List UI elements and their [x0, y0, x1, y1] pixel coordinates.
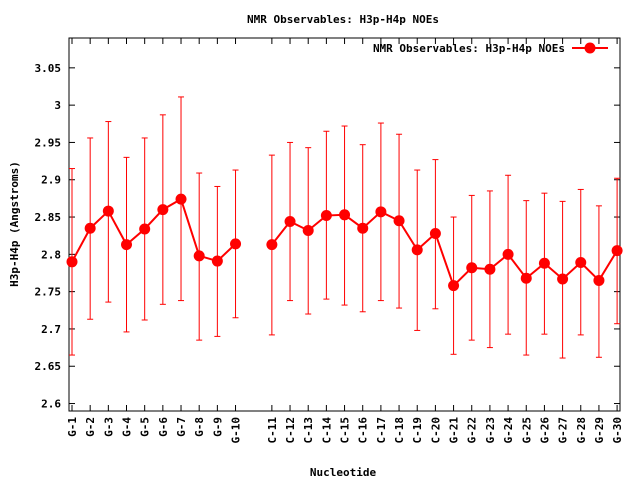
y-tick-label: 3.05 — [35, 62, 62, 75]
data-point — [466, 262, 478, 274]
data-point — [302, 224, 314, 236]
x-tick-label: G-23 — [484, 417, 497, 444]
y-tick-label: 2.85 — [35, 211, 62, 224]
x-tick-label: G-26 — [538, 417, 551, 444]
data-point — [484, 263, 496, 275]
legend-label: NMR Observables: H3p-H4p NOEs — [373, 42, 565, 55]
legend: NMR Observables: H3p-H4p NOEs — [373, 42, 608, 55]
legend-marker — [584, 42, 596, 54]
data-point — [538, 257, 550, 269]
data-point — [211, 255, 223, 267]
x-tick-label: G-27 — [557, 417, 570, 444]
x-tick-label: G-28 — [575, 417, 588, 444]
x-tick-label: G-2 — [84, 417, 97, 437]
y-tick-label: 2.95 — [35, 136, 62, 149]
x-tick-label: G-30 — [611, 417, 624, 444]
series-line-segment — [71, 197, 237, 263]
data-point — [139, 223, 151, 235]
data-point — [429, 227, 441, 239]
x-tick-label: G-7 — [175, 417, 188, 437]
y-tick-label: 2.75 — [35, 286, 62, 299]
x-tick-label: G-24 — [502, 417, 515, 444]
data-point — [520, 272, 532, 284]
data-point — [575, 257, 587, 269]
y-tick-label: 2.8 — [41, 248, 61, 261]
data-point — [411, 244, 423, 256]
x-tick-label: G-3 — [102, 417, 115, 437]
data-point — [611, 245, 623, 257]
data-point — [502, 248, 514, 260]
y-tick-label: 2.9 — [41, 174, 61, 187]
x-tick-label: C-17 — [375, 417, 388, 444]
data-point — [320, 210, 332, 222]
y-tick-label: 2.65 — [35, 360, 62, 373]
x-tick-label: G-9 — [211, 417, 224, 437]
data-point — [84, 222, 96, 234]
data-point — [284, 216, 296, 228]
data-point — [230, 238, 242, 250]
x-tick-label: C-15 — [339, 417, 352, 444]
data-point — [393, 215, 405, 227]
y-tick-label: 2.6 — [41, 398, 61, 411]
x-tick-label: C-19 — [411, 417, 424, 444]
x-tick-label: G-8 — [193, 417, 206, 437]
x-tick-label: C-16 — [357, 417, 370, 444]
y-tick-label: 3 — [54, 99, 61, 112]
y-axis-label: H3p-H4p (Angstroms) — [8, 161, 21, 287]
x-tick-label: G-10 — [230, 417, 243, 444]
x-tick-label: G-4 — [121, 417, 134, 437]
data-point — [448, 280, 460, 292]
data-point — [357, 222, 369, 234]
data-point — [175, 193, 187, 205]
data-point — [375, 206, 387, 218]
data-points — [66, 193, 623, 292]
data-point — [66, 256, 78, 268]
x-tick-label: G-6 — [157, 417, 170, 437]
data-point — [157, 204, 169, 216]
error-bars — [69, 96, 621, 359]
data-point — [557, 273, 569, 285]
chart-title: NMR Observables: H3p-H4p NOEs — [247, 13, 439, 26]
x-tick-label: G-21 — [448, 417, 461, 444]
x-axis: G-1 G-2 G-3 G-4 G-5 G-6 G-7 G-8 G-9 G-10 C-11 C-12 C… — [66, 38, 624, 444]
x-tick-label: C-14 — [320, 417, 333, 444]
x-tick-label: C-20 — [429, 417, 442, 444]
x-tick-label: G-22 — [466, 417, 479, 444]
x-tick-label: C-12 — [284, 417, 297, 444]
data-point — [593, 274, 605, 286]
data-point — [121, 239, 133, 251]
data-point — [266, 239, 278, 251]
x-axis-label: Nucleotide — [310, 466, 377, 479]
x-tick-label: G-25 — [520, 417, 533, 444]
data-point — [339, 209, 351, 221]
x-tick-label: C-11 — [266, 417, 279, 444]
data-point — [193, 250, 205, 262]
data-point — [102, 205, 114, 217]
x-tick-label: G-1 — [66, 417, 79, 437]
y-tick-label: 2.7 — [41, 323, 61, 336]
x-tick-label: G-5 — [139, 417, 152, 437]
x-tick-label: G-29 — [593, 417, 606, 444]
x-tick-label: C-13 — [302, 417, 315, 444]
y-axis: 2.6 2.65 2.7 2.75 2.8 2.85 2.9 2.95 3 3.05 — [35, 62, 620, 411]
x-tick-label: C-18 — [393, 417, 406, 444]
